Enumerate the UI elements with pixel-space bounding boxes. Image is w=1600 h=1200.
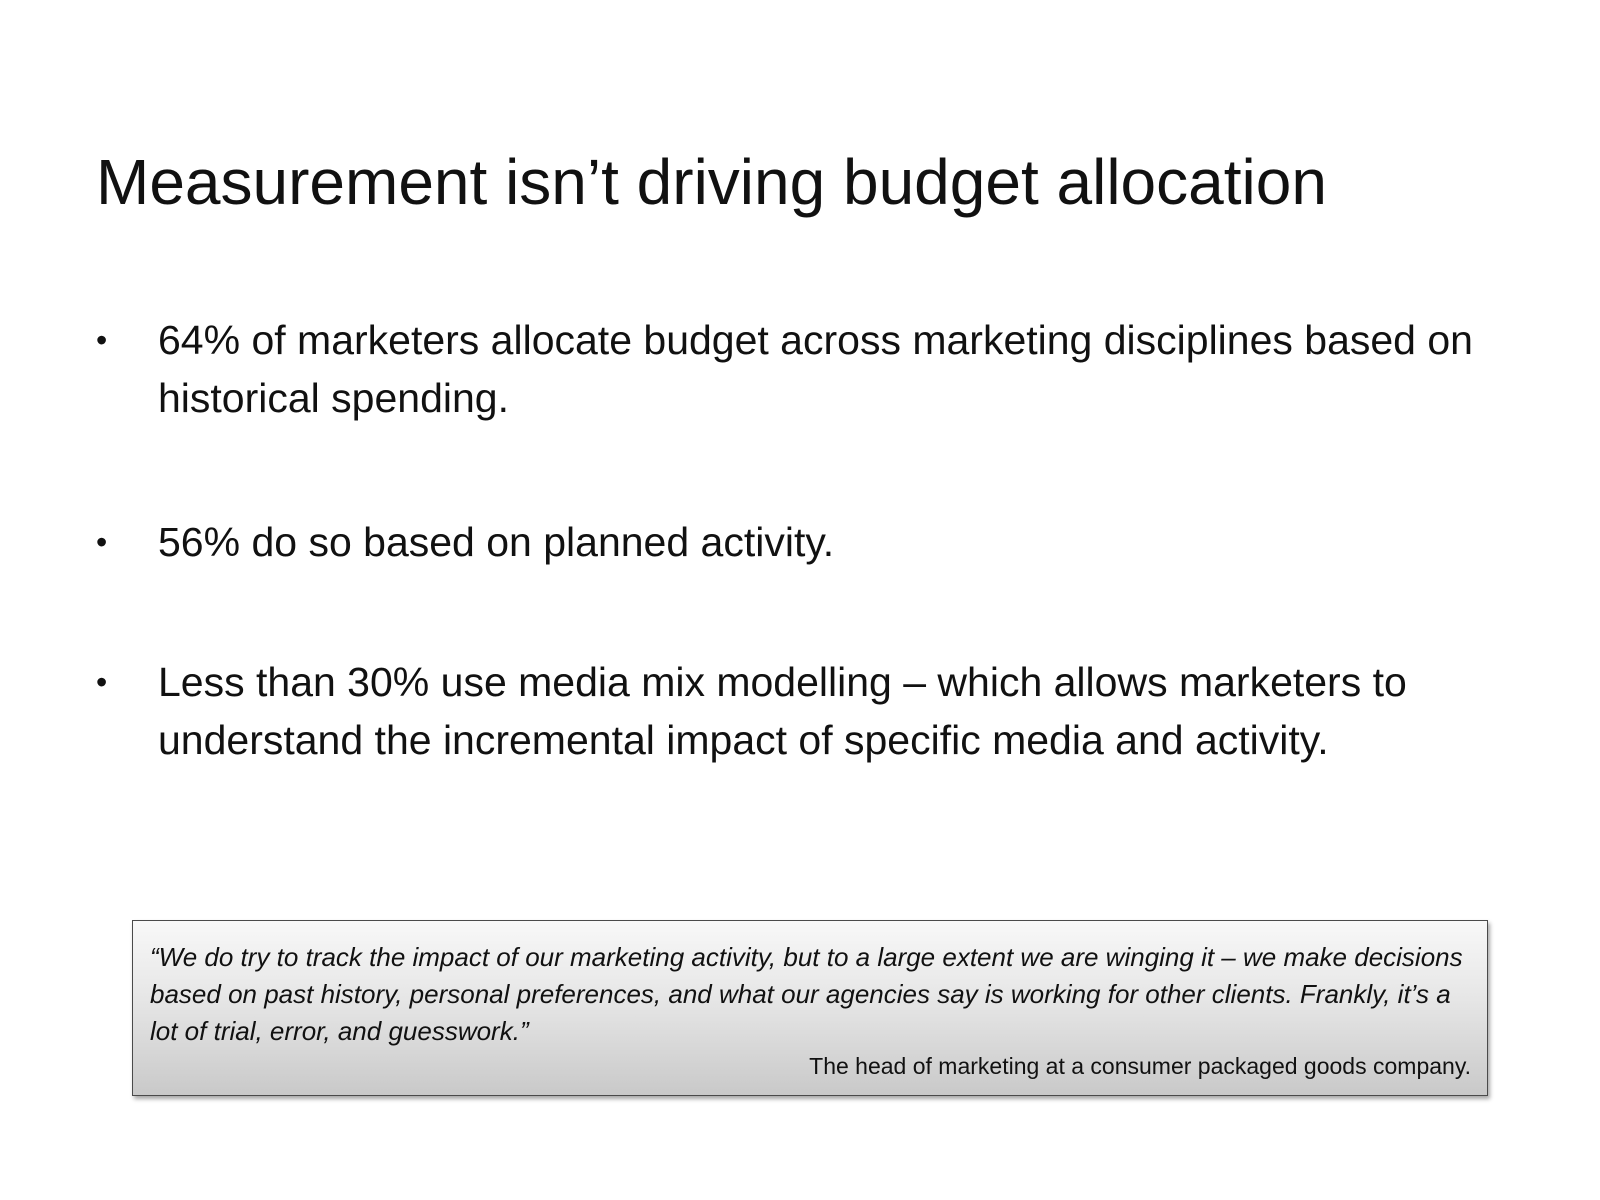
bullet-point-icon: • [96,322,108,358]
bullet-text: 56% do so based on planned activity. [158,519,835,565]
bullet-point-icon: • [96,524,108,560]
bullet-point-icon: • [96,664,108,700]
bullet-text: Less than 30% use media mix modelling – … [158,659,1407,763]
quote-text: “We do try to track the impact of our ma… [150,942,1463,1046]
quote-attribution: The head of marketing at a consumer pack… [809,1053,1471,1079]
bullet-text: 64% of marketers allocate budget across … [158,317,1473,421]
slide-title: Measurement isn’t driving budget allocat… [96,146,1327,218]
quote-box: “We do try to track the impact of our ma… [132,920,1488,1096]
